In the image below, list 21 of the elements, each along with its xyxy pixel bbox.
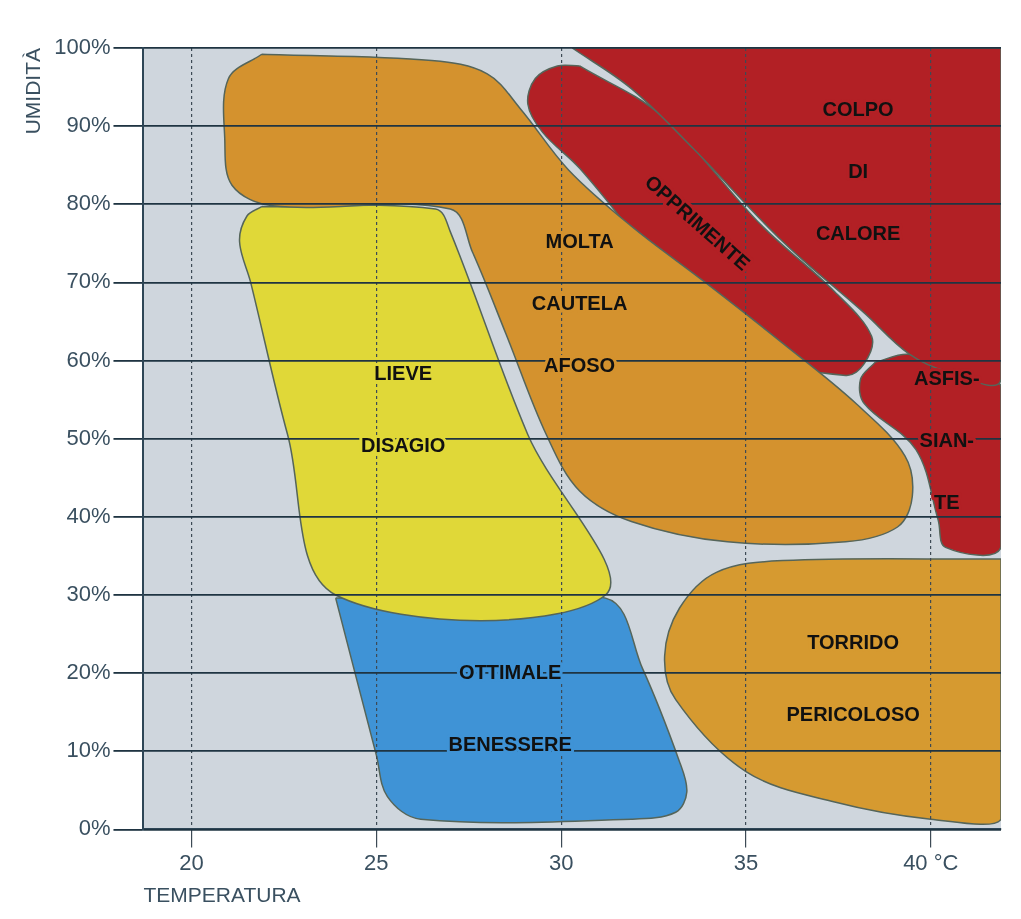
y-tick-label: 40%	[66, 502, 111, 528]
text: LIEVE DISAGIO	[360, 361, 446, 456]
y-tick-label: 80%	[66, 190, 111, 216]
y-tick-label: 50%	[66, 424, 111, 450]
y-tick-label: 100%	[54, 34, 111, 60]
y-tick-label: 90%	[66, 112, 111, 138]
y-tick-label: 60%	[66, 346, 111, 372]
text: TORRIDO PERICOLOSO	[786, 631, 920, 726]
x-tick-label: 30	[548, 849, 574, 875]
y-tick-label: 0%	[78, 815, 111, 841]
text: COLPO DI CALORE	[815, 98, 901, 245]
x-tick-label: 20	[179, 849, 204, 875]
y-tick-label: 20%	[66, 659, 111, 685]
x-axis-title: TEMPERATURA	[143, 883, 301, 907]
y-axis-title: UMIDITÀ	[21, 48, 45, 135]
y-tick-label: 30%	[66, 581, 111, 607]
x-tick-label: 25	[364, 849, 389, 875]
x-tick-label: 40 °C	[903, 849, 959, 875]
y-tick-label: 70%	[66, 268, 111, 294]
y-tick-label: 10%	[66, 737, 111, 763]
x-tick-label: 35	[733, 849, 759, 875]
